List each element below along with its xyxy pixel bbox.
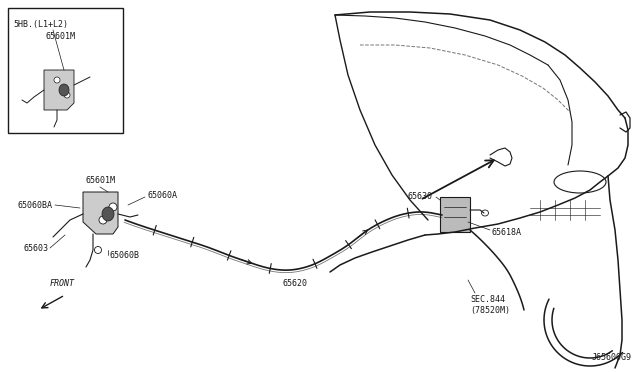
Ellipse shape [99,216,107,224]
Text: 65603: 65603 [23,244,48,253]
Ellipse shape [64,92,70,98]
Ellipse shape [54,77,60,83]
Text: FRONT: FRONT [50,279,75,288]
Ellipse shape [481,210,488,216]
Text: (78520M): (78520M) [470,306,510,315]
Bar [440,197,470,232]
Text: J65600G9: J65600G9 [592,353,632,362]
Text: 65630: 65630 [407,192,432,201]
Text: 5HB.(L1+L2): 5HB.(L1+L2) [13,20,68,29]
Ellipse shape [102,207,114,221]
Text: 65618A: 65618A [492,228,522,237]
Text: 65060A: 65060A [148,190,178,199]
Polygon shape [83,192,118,234]
Text: 65620: 65620 [282,279,307,288]
Polygon shape [44,70,74,110]
Text: 65601M: 65601M [85,176,115,185]
Bar [8,8,123,133]
Ellipse shape [59,84,69,96]
Text: 65601M: 65601M [46,32,76,41]
Text: SEC.844: SEC.844 [470,295,505,304]
Ellipse shape [109,203,117,211]
Text: 65060BA: 65060BA [17,201,52,209]
Text: 65060B: 65060B [110,250,140,260]
Ellipse shape [95,247,102,253]
